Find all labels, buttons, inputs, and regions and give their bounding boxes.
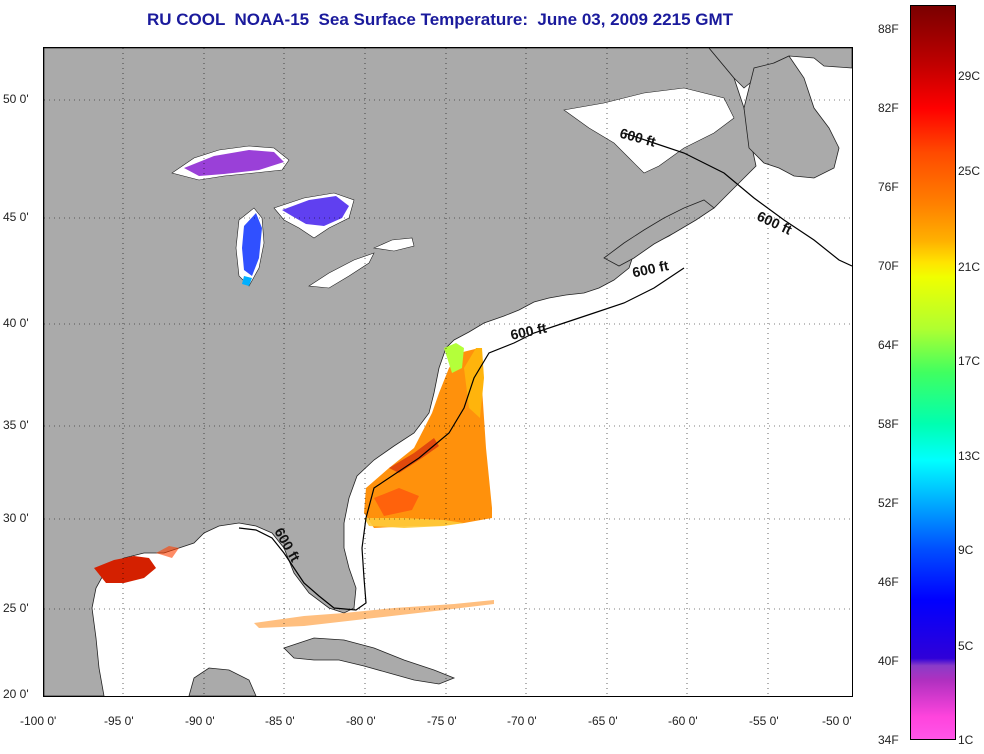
lat-label-20: 20 0' — [3, 687, 29, 701]
gulf-st-lawrence — [563, 87, 735, 174]
lon-label-95: -95 0' — [104, 714, 134, 728]
sst-swath-atlantic — [364, 343, 492, 528]
lon-label-65: -65 0' — [588, 714, 618, 728]
cbar-f-58: 58F — [878, 417, 899, 431]
lon-label-75: -75 0' — [427, 714, 457, 728]
cbar-c-9: 9C — [958, 543, 974, 557]
cbar-c-17: 17C — [958, 354, 981, 368]
map-title: RU COOL NOAA-15 Sea Surface Temperature:… — [146, 10, 734, 29]
map-svg: 600 ft 600 ft 600 ft 600 ft 600 ft — [44, 48, 852, 696]
lon-label-55: -55 0' — [749, 714, 779, 728]
cbar-f-52: 52F — [878, 496, 899, 510]
contour-600ft — [238, 132, 852, 611]
lat-label-35: 35 0' — [3, 418, 29, 432]
cbar-c-29: 29C — [958, 69, 981, 83]
cbar-c-13: 13C — [958, 449, 981, 463]
lat-label-45: 45 0' — [3, 210, 29, 224]
land-newfoundland — [743, 55, 840, 179]
cbar-f-46: 46F — [878, 575, 899, 589]
land-yucatan — [188, 667, 257, 696]
lon-label-85: -85 0' — [265, 714, 295, 728]
sst-great-lakes — [184, 150, 349, 286]
cbar-c-21: 21C — [958, 260, 981, 274]
lon-label-100: -100 0' — [20, 714, 57, 728]
colorbar-gradient — [911, 6, 955, 739]
temperature-colorbar — [910, 5, 956, 740]
contour-label-2: 600 ft — [755, 208, 795, 238]
lake-erie — [308, 252, 375, 289]
land-nova-scotia — [603, 199, 715, 267]
cbar-c-25: 25C — [958, 164, 981, 178]
lon-label-50: -50 0' — [822, 714, 852, 728]
lat-label-25: 25 0' — [3, 601, 29, 615]
contour-label-4: 600 ft — [509, 319, 548, 342]
lake-ontario — [372, 237, 415, 252]
grid-lines — [44, 48, 852, 696]
lon-label-80: -80 0' — [346, 714, 376, 728]
contour-label-3: 600 ft — [631, 257, 670, 280]
lat-label-40: 40 0' — [3, 316, 29, 330]
lat-label-30: 30 0' — [3, 511, 29, 525]
lon-label-60: -60 0' — [668, 714, 698, 728]
lon-label-70: -70 0' — [507, 714, 537, 728]
cbar-f-82: 82F — [878, 101, 899, 115]
cbar-f-70: 70F — [878, 259, 899, 273]
lat-label-50: 50 0' — [3, 92, 29, 106]
cbar-f-34: 34F — [878, 733, 899, 747]
cbar-c-1: 1C — [958, 733, 974, 747]
cbar-f-76: 76F — [878, 180, 899, 194]
cbar-c-5: 5C — [958, 639, 974, 653]
sst-swath-gulf — [94, 546, 494, 628]
sst-map[interactable]: 600 ft 600 ft 600 ft 600 ft 600 ft — [43, 47, 853, 697]
land-cuba — [283, 637, 456, 685]
lon-label-90: -90 0' — [185, 714, 215, 728]
cbar-f-88: 88F — [878, 22, 899, 36]
cbar-f-64: 64F — [878, 338, 899, 352]
cbar-f-40: 40F — [878, 654, 899, 668]
